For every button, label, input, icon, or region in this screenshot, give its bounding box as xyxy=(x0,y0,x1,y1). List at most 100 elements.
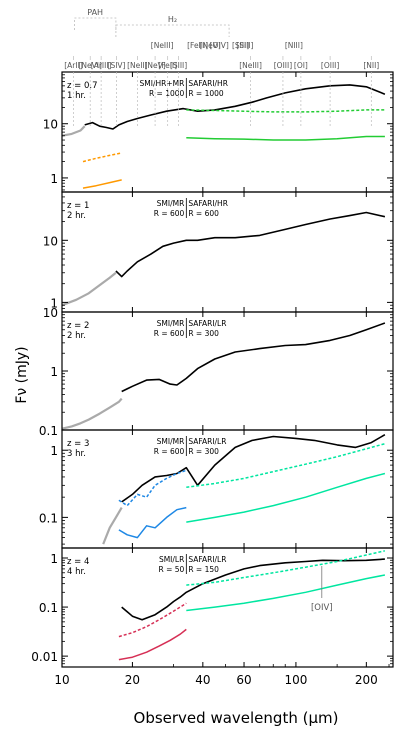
series-spectrum-2 xyxy=(121,322,386,393)
y-tick-label: 1 xyxy=(50,172,58,186)
line-label-row2: [SIII] xyxy=(232,41,249,50)
line-label-row2: [OIV] xyxy=(210,41,229,50)
line-label-row1: [OIII] xyxy=(321,61,339,70)
y-tick-label: 1 xyxy=(50,552,58,566)
resolution-right: R = 300 xyxy=(188,447,219,456)
annotation-label: [OIV] xyxy=(311,603,333,613)
panel-time-label: 2 hr. xyxy=(67,211,86,221)
panel-3: 0.1 1 10 z = 22 hr. SMI/MR SAFARI/LRR = 600 R … xyxy=(39,306,394,438)
y-axis-label: Fν (mJy) xyxy=(14,346,30,403)
y-tick-label: 0.1 xyxy=(39,424,58,438)
instrument-left: SMI/HR+MR xyxy=(140,79,185,88)
instrument-right: SAFARI/LR xyxy=(188,319,226,328)
panel-4: 0.1 1 z = 33 hr. SMI/MR SAFARI/LRR = 600 R = … xyxy=(39,429,394,549)
series-model-1 xyxy=(61,125,86,137)
series-spectrum-2 xyxy=(121,434,386,503)
series-sensitivity-6 xyxy=(186,472,386,523)
y-tick-label: 10 xyxy=(43,118,58,132)
line-label-row2: [FeIII] xyxy=(187,41,208,50)
resolution-left: R = 600 xyxy=(154,447,185,456)
series-sensitivity-2 xyxy=(118,602,187,638)
line-label-row1: [OI] xyxy=(294,61,308,70)
y-tick-label: 0.1 xyxy=(39,601,58,615)
instrument-right: SAFARI/HR xyxy=(188,199,228,208)
line-label-row2: [NeV] xyxy=(200,41,221,50)
panel-time-label: 2 hr. xyxy=(67,331,86,341)
series-sensitivity-5 xyxy=(186,442,386,489)
resolution-right: R = 1000 xyxy=(188,89,224,98)
panel-frame xyxy=(61,547,394,668)
group-bracket xyxy=(115,24,230,37)
series-sensitivity-3 xyxy=(118,628,187,661)
line-label-row1: [OIII] xyxy=(274,61,292,70)
group-label: H₂ xyxy=(168,15,177,24)
series-sensitivity-5 xyxy=(186,109,385,113)
group-label: PAH xyxy=(87,8,103,17)
line-label-row1: [NeV] xyxy=(144,61,165,70)
instrument-left: SMI/MR xyxy=(157,199,185,208)
resolution-left: R = 600 xyxy=(154,329,185,338)
line-label-row1: [FeII] xyxy=(158,61,177,70)
panel-redshift-label: z = 1 xyxy=(67,201,89,211)
resolution-left: R = 50 xyxy=(159,565,185,574)
line-label-row2: [SiII] xyxy=(236,41,253,50)
x-tick-label: 100 xyxy=(284,673,307,687)
panel-redshift-label: z = 0.7 xyxy=(67,81,98,91)
panel-time-label: 3 hr. xyxy=(67,449,86,459)
line-label-row1: [SIII] xyxy=(170,61,187,70)
y-tick-label: 1 xyxy=(50,444,58,458)
y-tick-label: 0.1 xyxy=(39,511,58,525)
instrument-left: SMI/MR xyxy=(157,437,185,446)
panel-2: 1 10 z = 12 hr. SMI/MR SAFARI/HRR = 600 R = 6… xyxy=(43,191,394,313)
series-sensitivity-5 xyxy=(186,574,386,612)
series-sensitivity-4 xyxy=(118,506,187,539)
series-sensitivity-4 xyxy=(186,550,386,586)
instrument-left: SMI/MR xyxy=(157,319,185,328)
resolution-right: R = 300 xyxy=(188,329,219,338)
panel-redshift-label: z = 4 xyxy=(67,557,89,567)
y-tick-label: 0.01 xyxy=(31,650,58,664)
x-tick-label: 10 xyxy=(54,673,69,687)
panel-frame xyxy=(61,311,394,431)
series-model-1 xyxy=(102,507,123,545)
series-sensitivity-3 xyxy=(82,152,122,163)
instrument-right: SAFARI/HR xyxy=(188,79,228,88)
y-tick-label: 1 xyxy=(50,296,58,310)
line-label-row1: [NeII] xyxy=(127,61,148,70)
line-label-row1: [ArII] xyxy=(64,61,83,70)
group-bracket xyxy=(74,17,117,30)
panel-time-label: 4 hr. xyxy=(67,567,86,577)
series-spectrum-2 xyxy=(115,211,386,278)
series-sensitivity-3 xyxy=(118,469,187,507)
series-model-1 xyxy=(61,397,123,430)
panel-frame xyxy=(61,429,394,549)
line-label-row2: [NeIII] xyxy=(151,41,174,50)
x-tick-label: 40 xyxy=(195,673,210,687)
resolution-left: R = 600 xyxy=(154,209,185,218)
panel-time-label: 1 hr. xyxy=(67,91,86,101)
line-label-row1: [NeIII] xyxy=(239,61,262,70)
series-sensitivity-4 xyxy=(82,179,122,189)
x-tick-label: 200 xyxy=(355,673,378,687)
series-model-1 xyxy=(61,271,117,307)
x-tick-label: 20 xyxy=(125,673,140,687)
x-tick-label: 60 xyxy=(236,673,251,687)
line-label-row1: [NII] xyxy=(363,61,379,70)
panel-5: 0.01 0.1 1 z = 44 hr. SMI/LR SAFARI/LRR = 50 R… xyxy=(31,547,394,668)
line-label-row1: [ArIII] xyxy=(91,61,112,70)
panel-1: 1 10 z = 0.71 hr. SMI/HR+MR SAFARI/HRR = 100… xyxy=(43,71,394,193)
panel-frame xyxy=(61,191,394,313)
y-tick-label: 10 xyxy=(43,306,58,320)
instrument-right: SAFARI/LR xyxy=(188,437,226,446)
series-sensitivity-6 xyxy=(186,135,385,141)
resolution-right: R = 150 xyxy=(188,565,219,574)
resolution-right: R = 600 xyxy=(188,209,219,218)
instrument-left: SMI/LR xyxy=(159,555,184,564)
panel-frame xyxy=(61,71,394,193)
panel-redshift-label: z = 3 xyxy=(67,439,89,449)
series-spectrum-2 xyxy=(84,84,386,130)
line-label-row1: [NeVI] xyxy=(78,61,101,70)
series-spectrum-1 xyxy=(121,558,385,621)
